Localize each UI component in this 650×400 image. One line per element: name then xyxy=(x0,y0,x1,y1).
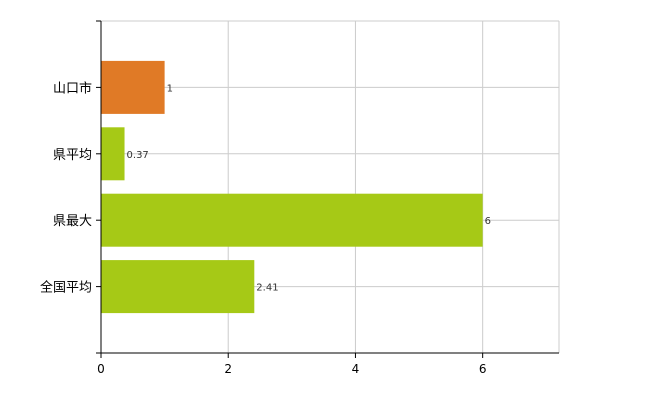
axes xyxy=(96,20,559,358)
gridlines xyxy=(101,20,560,353)
category-label-3: 全国平均 xyxy=(40,280,92,296)
category-label-1: 県平均 xyxy=(53,148,92,163)
data-label-0: 1 xyxy=(167,83,173,94)
data-label-1: 0.37 xyxy=(127,150,149,161)
bar-2 xyxy=(101,193,483,247)
bar-0 xyxy=(101,60,165,114)
bars xyxy=(101,60,483,314)
data-label-3: 2.41 xyxy=(256,283,278,294)
labels: 1 山口市 0.37 県平均 6 県最大 2.41 全国平均 0 2 4 6 xyxy=(40,80,491,376)
x-tick-label-0: 0 xyxy=(97,362,105,376)
bar-1 xyxy=(101,127,125,181)
data-label-2: 6 xyxy=(485,216,491,227)
bar-3 xyxy=(101,260,255,314)
x-tick-label-2: 4 xyxy=(352,362,360,376)
category-label-2: 県最大 xyxy=(53,214,92,229)
x-tick-label-3: 6 xyxy=(479,362,487,376)
x-tick-label-1: 2 xyxy=(224,362,232,376)
category-label-0: 山口市 xyxy=(53,80,92,96)
